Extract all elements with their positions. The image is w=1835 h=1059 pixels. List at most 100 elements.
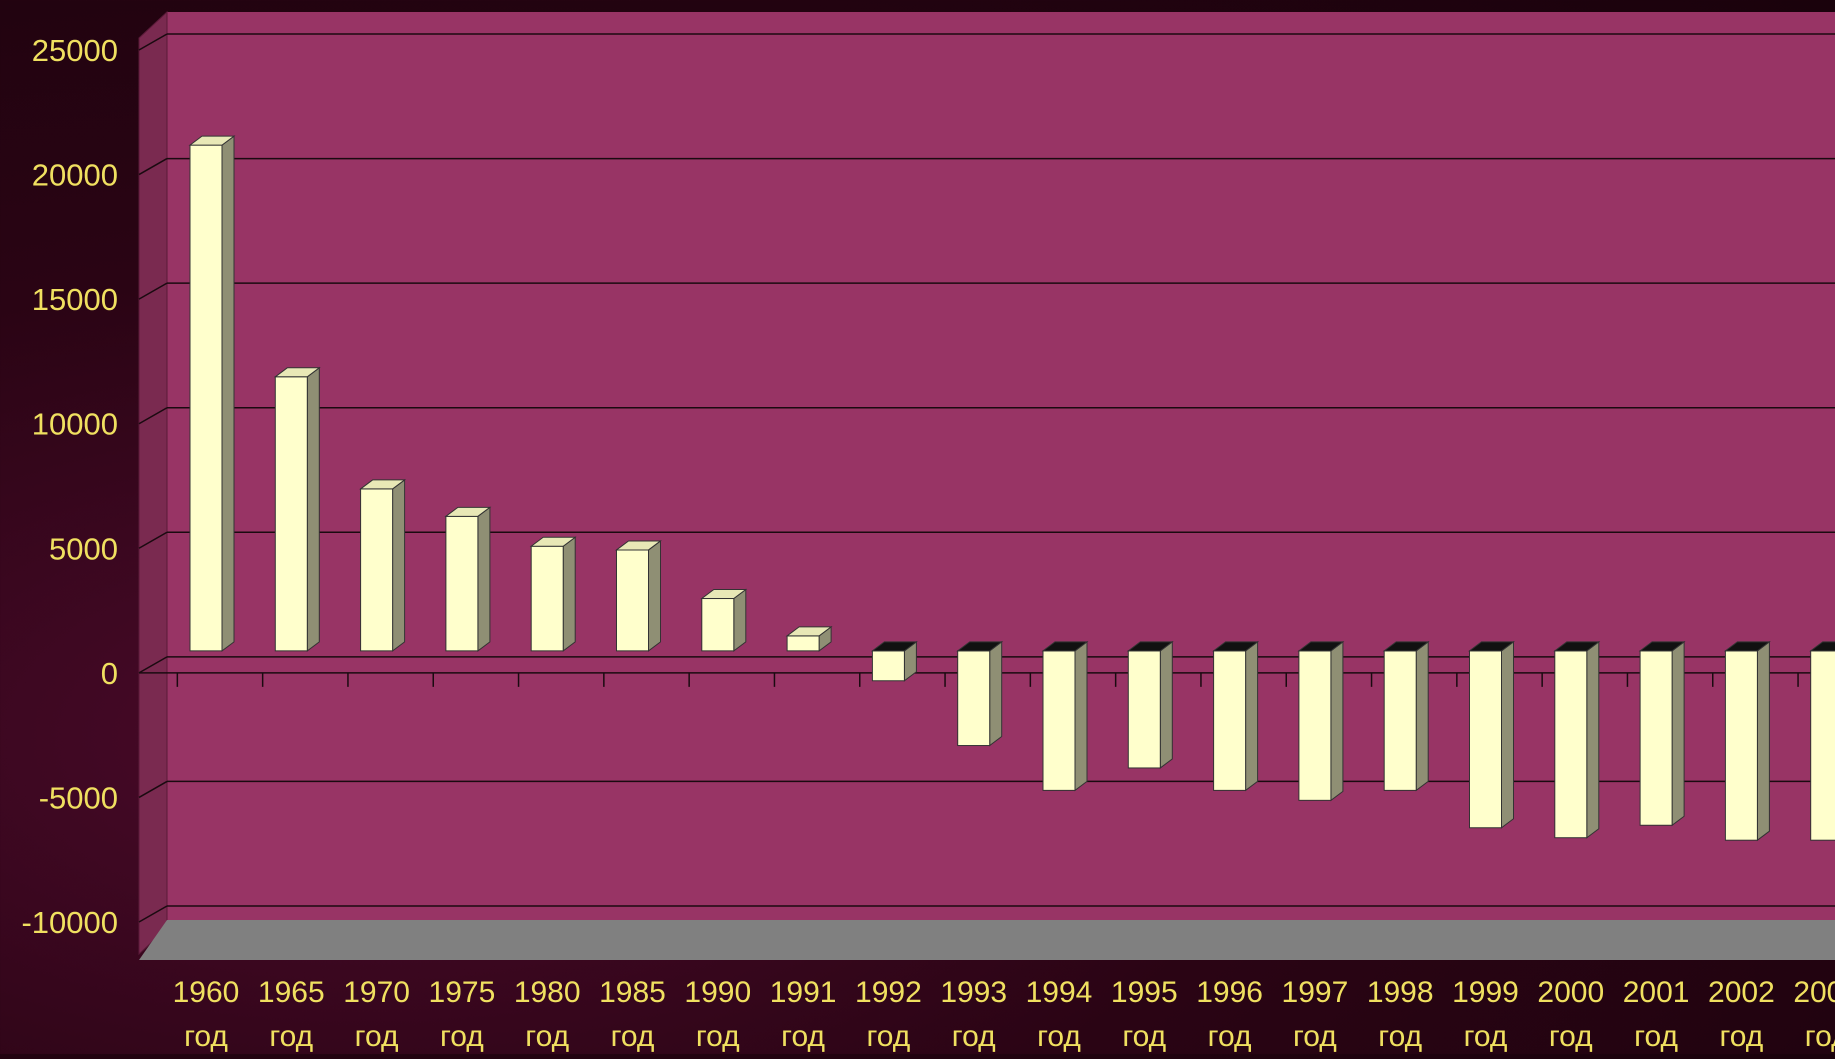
x-tick-label-year: 1996 <box>1196 976 1263 1009</box>
bar <box>1809 641 1835 841</box>
x-tick-label-year: 1997 <box>1282 976 1349 1009</box>
x-tick-label-year: 1975 <box>429 976 496 1009</box>
gridline-depth <box>138 282 168 300</box>
bar <box>1382 640 1430 792</box>
bar-top <box>1382 641 1430 652</box>
bar-front <box>616 549 649 652</box>
bar-top <box>1041 641 1089 652</box>
bar <box>444 506 492 652</box>
bar <box>1468 640 1515 829</box>
y-tick-label: -5000 <box>39 780 118 815</box>
bar-side <box>221 135 235 652</box>
x-tick-label-year: 1999 <box>1452 976 1519 1009</box>
bar-front <box>189 144 223 652</box>
plot-side-wall <box>138 10 168 956</box>
x-tick-label-year: 1992 <box>855 976 922 1009</box>
bar-side <box>477 506 491 652</box>
x-tick-label-unit: год <box>1208 1020 1252 1053</box>
bar-side <box>1501 640 1514 829</box>
bar-top <box>1723 641 1771 652</box>
bars <box>188 135 1835 842</box>
x-tick-label-unit: год <box>355 1020 399 1053</box>
bar-top <box>273 367 321 378</box>
x-tick-label-unit: год <box>696 1020 740 1053</box>
bar-front <box>1127 650 1161 769</box>
bar-side <box>1245 640 1259 792</box>
x-tick-label-unit: год <box>1549 1020 1593 1053</box>
bar-front <box>530 545 564 652</box>
bar-side <box>392 478 406 652</box>
bar <box>529 536 577 652</box>
bar <box>1638 640 1686 827</box>
y-tick-label: 10000 <box>32 407 118 442</box>
bar-front <box>957 650 991 747</box>
bar-front <box>1639 650 1673 826</box>
bar-front <box>1383 650 1417 791</box>
bar-front <box>786 635 820 652</box>
bar-side <box>1756 640 1770 842</box>
x-tick-label-year: 1985 <box>599 976 666 1009</box>
bar-top <box>1468 641 1515 652</box>
bar-side <box>989 640 1003 747</box>
x-tick-label-year: 1993 <box>940 976 1007 1009</box>
x-tick-label-year: 1998 <box>1367 976 1434 1009</box>
x-tick-label-unit: год <box>1378 1020 1422 1053</box>
bar-front <box>445 515 479 652</box>
bar <box>1041 640 1089 792</box>
x-tick-label-year: 1990 <box>684 976 751 1009</box>
bar <box>1553 640 1601 839</box>
x-tick-label-year: 1991 <box>770 976 837 1009</box>
x-tick-label-year: 1970 <box>343 976 410 1009</box>
gridline-depth <box>138 33 168 51</box>
x-tick-label-year: 2001 <box>1623 976 1690 1009</box>
bar-side <box>733 588 747 652</box>
x-tick-label-year: 1965 <box>258 976 325 1009</box>
x-tick-label-unit: год <box>866 1020 910 1053</box>
x-tick-label-unit: год <box>1122 1020 1166 1053</box>
y-tick-label: -10000 <box>21 905 118 940</box>
bar-side <box>1330 640 1344 802</box>
y-tick-label: 20000 <box>32 158 118 193</box>
bar-front <box>871 650 905 682</box>
x-tick-label-year: 2002 <box>1708 976 1775 1009</box>
y-axis-tick-labels: 25000 20000 15000 10000 5000 0 -5000 -10000 <box>21 33 118 940</box>
x-tick-label-year: 2000 <box>1537 976 1604 1009</box>
x-tick-label-year: 1960 <box>173 976 240 1009</box>
bar-side <box>562 536 576 652</box>
x-tick-label-unit: год <box>269 1020 313 1053</box>
bar <box>1297 640 1345 802</box>
bar-front <box>1554 650 1588 839</box>
x-tick-label-unit: год <box>1037 1020 1081 1053</box>
bar <box>188 135 236 652</box>
bar <box>700 588 748 652</box>
x-tick-label-year: 1980 <box>514 976 581 1009</box>
y-tick-label: 5000 <box>49 531 118 566</box>
x-tick-label-unit: год <box>1634 1020 1678 1053</box>
bar-front <box>1469 650 1502 829</box>
bar-front <box>274 376 308 652</box>
x-tick-label-year: 1995 <box>1111 976 1178 1009</box>
plot-floor <box>139 920 1835 960</box>
bar-front <box>1298 650 1332 801</box>
bar-front <box>1810 650 1835 841</box>
bar-top <box>444 506 492 517</box>
bar-top <box>1638 641 1686 652</box>
gridline-depth <box>138 531 168 549</box>
bar-side <box>1159 640 1173 769</box>
gridline-depth <box>138 656 168 674</box>
bar <box>359 478 407 652</box>
bar <box>615 539 662 652</box>
x-tick-label-unit: год <box>1464 1020 1508 1053</box>
bar-side <box>1415 640 1429 792</box>
bar-top <box>188 135 236 146</box>
bar-top <box>1126 641 1174 652</box>
bar-top <box>956 641 1004 652</box>
x-tick-label-unit: год <box>1293 1020 1337 1053</box>
x-tick-label-unit: год <box>525 1020 569 1053</box>
bar-front <box>1213 650 1247 791</box>
bar-side <box>1074 640 1088 792</box>
bar <box>1723 640 1771 842</box>
bar-top <box>1809 641 1835 652</box>
bar-side <box>1586 640 1600 839</box>
